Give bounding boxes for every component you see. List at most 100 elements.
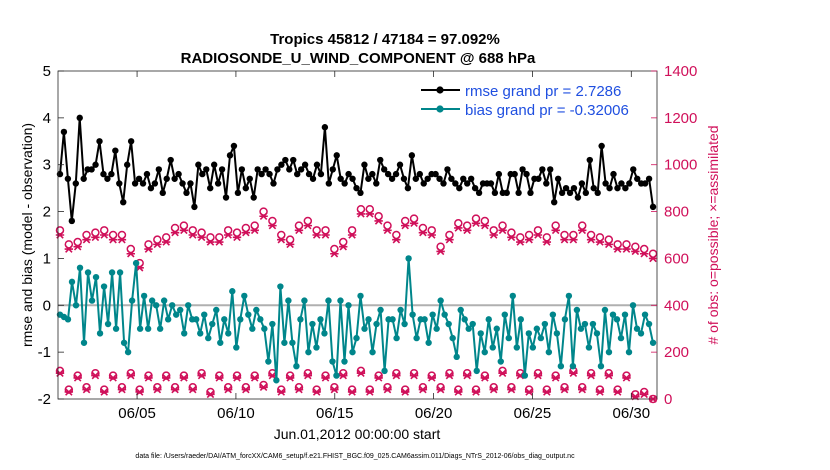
obs-possible-point	[471, 385, 481, 394]
obs-possible-point	[445, 368, 454, 378]
rmse-point	[96, 138, 103, 145]
bias-point	[633, 325, 641, 332]
obs-assimilated-point	[347, 231, 357, 239]
obs-possible-point	[507, 228, 516, 237]
bias-point	[92, 273, 100, 281]
obs-assimilated-point	[489, 231, 498, 239]
bias-point	[140, 292, 148, 300]
obs-assimilated-point	[400, 221, 410, 230]
obs-possible-point	[586, 230, 596, 240]
obs-possible-point	[82, 383, 91, 392]
obs-assimilated-point	[268, 221, 277, 230]
obs-assimilated-point	[161, 238, 171, 246]
rmse-point	[266, 170, 273, 178]
bias-point	[533, 325, 541, 332]
obs-possible-point	[161, 233, 171, 242]
obs-possible-point	[303, 216, 313, 226]
obs-possible-point	[631, 390, 640, 399]
bias-point	[553, 330, 561, 337]
obs-assimilated-point	[356, 369, 366, 377]
obs-possible-point	[197, 368, 206, 378]
bias-point	[205, 334, 212, 342]
obs-possible-point	[533, 226, 543, 235]
obs-assimilated-point	[436, 385, 445, 394]
obs-assimilated-point	[551, 374, 560, 382]
obs-possible-point	[498, 221, 507, 230]
obs-possible-point	[595, 233, 605, 242]
y-left-tick-label: 2	[43, 204, 51, 221]
rmse-point	[187, 180, 194, 187]
rmse-point	[471, 184, 479, 192]
obs-assimilated-point	[206, 238, 215, 246]
obs-assimilated-point	[480, 221, 490, 230]
obs-possible-point	[595, 385, 605, 394]
obs-assimilated-point	[542, 388, 552, 396]
bias-point	[261, 325, 268, 332]
obs-assimilated-point	[259, 212, 268, 221]
rmse-point	[254, 166, 261, 173]
obs-assimilated-point	[223, 231, 233, 239]
bias-point	[645, 320, 653, 328]
bias-point	[601, 306, 609, 314]
bias-point	[585, 344, 593, 351]
bias-point	[629, 302, 637, 309]
rmse-point	[230, 142, 238, 150]
x-tick-label: 06/25	[514, 405, 552, 422]
obs-assimilated-point	[312, 388, 321, 396]
obs-possible-point	[480, 216, 490, 226]
obs-assimilated-point	[604, 371, 613, 380]
rmse-point	[179, 180, 186, 187]
obs-assimilated-point	[489, 385, 498, 394]
bias-point	[341, 358, 348, 365]
bias-point	[265, 358, 272, 365]
obs-assimilated-point	[206, 390, 215, 399]
obs-possible-point	[489, 383, 498, 392]
bias-point	[76, 264, 84, 271]
obs-assimilated-point	[560, 235, 569, 244]
obs-possible-point	[170, 223, 180, 233]
y-right-tick-label: 1200	[664, 110, 697, 127]
bias-point	[641, 311, 649, 318]
rmse-point	[373, 180, 380, 187]
rmse-point	[535, 175, 542, 182]
obs-possible-point	[347, 385, 357, 394]
obs-assimilated-point	[294, 385, 304, 394]
bias-point	[325, 297, 332, 304]
bias-point	[80, 339, 88, 346]
obs-assimilated-point	[436, 247, 445, 256]
obs-possible-point	[542, 233, 552, 242]
obs-assimilated-point	[445, 235, 454, 244]
bias-point	[297, 316, 304, 323]
bias-point	[377, 306, 384, 314]
obs-possible-point	[241, 383, 251, 392]
rmse-point	[155, 166, 163, 173]
rmse-point	[218, 166, 226, 173]
bias-point	[321, 330, 328, 337]
bias-point	[201, 311, 208, 318]
obs-possible-point	[436, 242, 445, 251]
obs-assimilated-point	[374, 374, 383, 382]
rmse-point	[290, 156, 297, 164]
obs-assimilated-point	[153, 385, 162, 394]
obs-possible-point	[294, 221, 304, 230]
obs-possible-point	[55, 366, 65, 376]
bias-point	[577, 325, 585, 332]
obs-possible-point	[64, 240, 74, 249]
obs-possible-point	[223, 226, 233, 235]
x-tick-label: 06/30	[613, 405, 651, 422]
obs-assimilated-point	[241, 228, 251, 237]
rmse-point	[503, 189, 510, 197]
obs-assimilated-point	[454, 224, 463, 232]
bias-point	[501, 311, 508, 318]
rmse-point	[222, 194, 230, 201]
obs-possible-point	[285, 235, 295, 244]
y-left-tick-label: 1	[43, 250, 51, 267]
obs-possible-point	[330, 244, 339, 254]
x-tick-label: 06/20	[415, 405, 453, 422]
rmse-point	[511, 170, 518, 178]
rmse-point	[634, 175, 641, 182]
obs-possible-point	[383, 221, 392, 230]
bias-point	[144, 325, 152, 332]
obs-assimilated-point	[586, 371, 596, 380]
obs-assimilated-point	[622, 374, 631, 382]
